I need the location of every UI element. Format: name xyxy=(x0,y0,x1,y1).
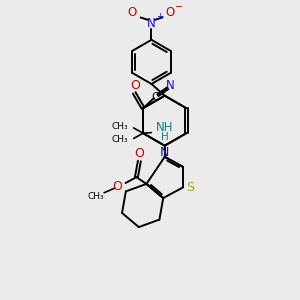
Text: CH₃: CH₃ xyxy=(88,192,104,201)
Text: −: − xyxy=(175,2,183,12)
Text: CH₃: CH₃ xyxy=(111,122,128,131)
Text: N: N xyxy=(159,146,169,159)
Text: O: O xyxy=(127,6,136,19)
Text: O: O xyxy=(130,79,140,92)
Text: H: H xyxy=(161,132,169,142)
Text: O: O xyxy=(134,147,144,160)
Text: +: + xyxy=(156,12,164,21)
Text: C: C xyxy=(152,92,159,102)
Text: CH₃: CH₃ xyxy=(111,135,128,144)
Text: O: O xyxy=(112,180,122,193)
Text: N: N xyxy=(166,80,175,92)
Text: O: O xyxy=(166,6,175,19)
Text: S: S xyxy=(186,181,194,194)
Text: N: N xyxy=(147,17,156,30)
Text: NH: NH xyxy=(156,121,174,134)
